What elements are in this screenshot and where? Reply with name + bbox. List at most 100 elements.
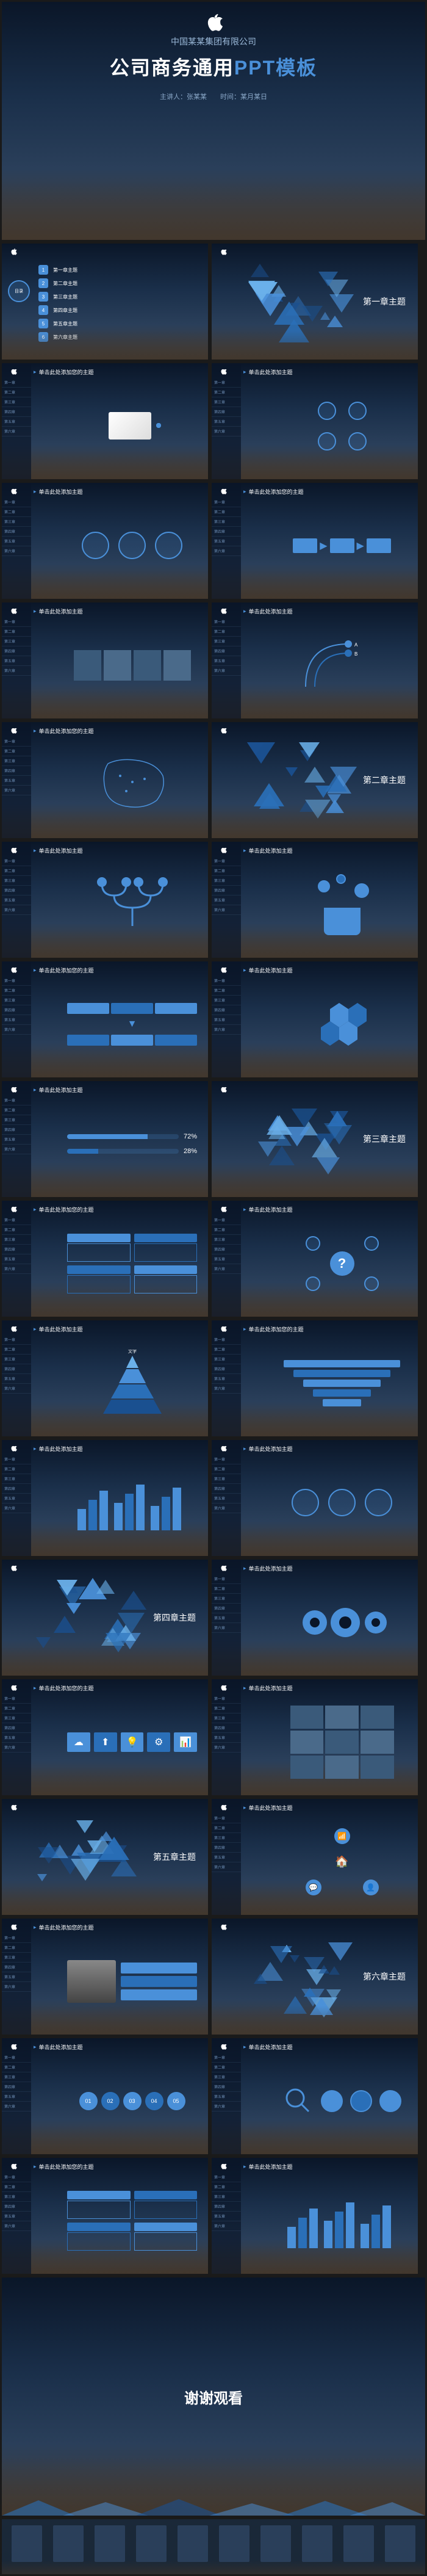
apple-logo-icon — [9, 966, 18, 979]
sidebar-item: 第五章 — [2, 2212, 31, 2221]
svg-text:A: A — [354, 642, 358, 648]
toc-slide: 目录 1第一章主题2第二章主题3第三章主题4第四章主题5第五章主题6第六章主题 — [2, 244, 208, 360]
apple-logo-icon — [219, 1923, 228, 1936]
apple-logo-icon — [9, 248, 18, 261]
triangle-graphic — [245, 1937, 355, 2016]
sidebar-item: 第三章 — [2, 517, 31, 527]
thumb — [53, 2525, 84, 2562]
sidebar-item: 第五章 — [2, 1135, 31, 1145]
sidebar-item: 第五章 — [2, 537, 31, 546]
slide-title: 单击此处添加主题 — [243, 607, 413, 615]
sidebar-item: 第二章 — [212, 1584, 241, 1594]
slide-content: 单击此处添加主题 — [34, 488, 203, 594]
slide-content: 单击此处添加主题 — [243, 2043, 413, 2149]
thumb — [260, 2525, 291, 2562]
section-title: 第五章主题 — [153, 1851, 196, 1863]
triangle-graphic — [245, 262, 355, 341]
slide-title: 单击此处添加您的主题 — [34, 1923, 203, 1931]
sidebar-item: 第五章 — [2, 2092, 31, 2102]
apple-logo-icon — [203, 14, 224, 43]
toc-item: 3第三章主题 — [38, 292, 77, 302]
sidebar-item: 第六章 — [212, 1384, 241, 1394]
slide-title: 单击此处添加主题 — [243, 847, 413, 855]
sidebar-item: 第四章 — [2, 1005, 31, 1015]
apple-logo-icon — [9, 847, 18, 859]
slide-title: 单击此处添加您的主题 — [243, 1325, 413, 1333]
content-slide: 第一章第二章第三章第四章第五章第六章单击此处添加主题 — [2, 602, 208, 718]
sidebar-item: 第三章 — [212, 2192, 241, 2202]
slide-title: 单击此处添加主题 — [34, 2043, 203, 2051]
apple-logo-icon — [9, 1445, 18, 1458]
section-divider: 第一章主题 — [212, 244, 418, 360]
content-slide: 第一章第二章第三章第四章第五章第六章单击此处添加您的主题 — [2, 722, 208, 838]
slide-title: 单击此处添加主题 — [34, 847, 203, 855]
apple-logo-icon — [219, 1565, 228, 1577]
apple-logo-icon — [9, 1565, 18, 1577]
sidebar-item: 第二章 — [2, 747, 31, 756]
apple-logo-icon — [9, 1804, 18, 1817]
content-slide: 第一章第二章第三章第四章第五章第六章单击此处添加主题 — [212, 1679, 418, 1795]
sidebar-item: 第六章 — [2, 1264, 31, 1274]
sidebar-item: 第六章 — [2, 666, 31, 676]
slide-title: 单击此处添加主题 — [243, 966, 413, 974]
sidebar-item: 第六章 — [2, 1743, 31, 1753]
apple-logo-icon — [219, 1804, 228, 1817]
sidebar-item: 第四章 — [2, 1125, 31, 1135]
apple-logo-icon — [219, 1445, 228, 1458]
section-title: 第六章主题 — [363, 1970, 406, 1983]
sidebar-item: 第四章 — [212, 1484, 241, 1494]
slide-content: 单击此处添加主题 — [34, 847, 203, 953]
sidebar-item: 第四章 — [2, 1484, 31, 1494]
sidebar-item: 第五章 — [2, 656, 31, 666]
apple-logo-icon — [219, 488, 228, 501]
slide-title: 单击此处添加主题 — [34, 607, 203, 615]
sidebar-item: 第四章 — [2, 1723, 31, 1733]
sidebar-item: 第六章 — [2, 786, 31, 795]
apple-logo-icon — [219, 2043, 228, 2056]
sidebar-item: 第六章 — [2, 1025, 31, 1035]
thumb — [12, 2525, 42, 2562]
thumb — [385, 2525, 415, 2562]
sidebar-item: 第五章 — [212, 2212, 241, 2221]
apple-logo-icon — [9, 368, 18, 381]
sidebar-item: 第五章 — [212, 1015, 241, 1025]
section-title: 第四章主题 — [153, 1612, 196, 1624]
content-slide: 第一章第二章第三章第四章第五章第六章单击此处添加您的主题▶▶ — [212, 483, 418, 599]
sidebar-item: 第二章 — [2, 1105, 31, 1115]
thumb — [136, 2525, 167, 2562]
content-slide: 第二章主题 — [212, 722, 418, 838]
slide-content: 单击此处添加主题 — [243, 1565, 413, 1671]
sidebar-item: 第五章 — [2, 417, 31, 427]
sidebar-item: 第二章 — [212, 2182, 241, 2192]
sidebar-item: 第三章 — [212, 1355, 241, 1364]
apple-logo-icon — [219, 1325, 228, 1338]
sidebar-item: 第四章 — [212, 1843, 241, 1853]
sidebar-item: 第三章 — [212, 1594, 241, 1604]
content-slide: 第四章主题 — [2, 1560, 208, 1676]
sidebar-item: 第二章 — [2, 507, 31, 517]
sidebar-item: 第六章 — [212, 546, 241, 556]
sidebar-item: 第三章 — [2, 1953, 31, 1963]
content-slide: 第一章第二章第三章第四章第五章第六章单击此处添加您的主题 — [2, 363, 208, 479]
sidebar-item: 第三章 — [2, 2192, 31, 2202]
sidebar-item: 第三章 — [2, 1115, 31, 1125]
sidebar-item: 第五章 — [2, 1374, 31, 1384]
toc-item: 2第二章主题 — [38, 278, 77, 288]
sidebar-item: 第二章 — [2, 2182, 31, 2192]
toc-list: 1第一章主题2第二章主题3第三章主题4第四章主题5第五章主题6第六章主题 — [38, 265, 77, 346]
thumb — [178, 2525, 208, 2562]
slide-title: 单击此处添加您的主题 — [243, 488, 413, 496]
sidebar-item: 第三章 — [212, 1474, 241, 1484]
sidebar-item: 第六章 — [212, 2102, 241, 2111]
sidebar-item: 第五章 — [2, 1972, 31, 1982]
thanks-slide: 谢谢观看 — [2, 2278, 425, 2516]
slide-content: 单击此处添加您的主题 — [34, 1923, 203, 2030]
sidebar-item: 第三章 — [2, 1474, 31, 1484]
sidebar-item: 第四章 — [2, 2202, 31, 2212]
slide-title: 单击此处添加您的主题 — [34, 2163, 203, 2171]
sidebar-item: 第二章 — [212, 986, 241, 996]
slide-title: 单击此处添加主题 — [34, 1086, 203, 1094]
section-title: 第二章主题 — [363, 774, 406, 786]
sidebar-item: 第六章 — [212, 427, 241, 436]
sidebar-item: 第四章 — [212, 2202, 241, 2212]
